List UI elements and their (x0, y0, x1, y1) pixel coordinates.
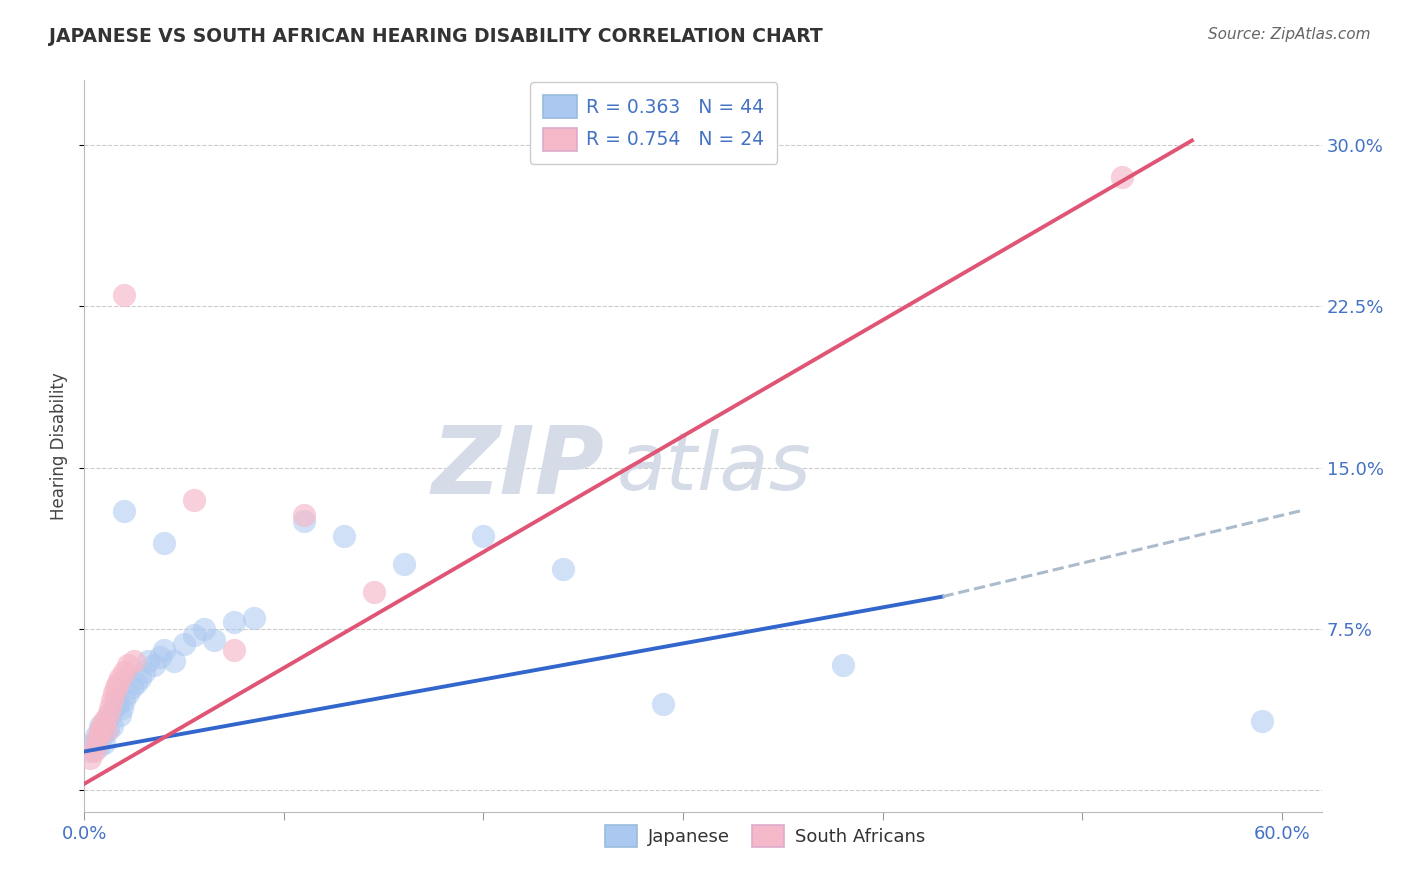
Point (96, 714, 118, 729)
Point (149, 649, 172, 664)
Point (472, 529, 495, 543)
Point (112, 503, 135, 517)
Point (163, 654, 186, 668)
Point (107, 675, 129, 690)
Point (112, 665, 135, 679)
Text: Source: ZipAtlas.com: Source: ZipAtlas.com (1208, 27, 1371, 42)
Point (111, 701, 134, 715)
Point (112, 288, 135, 302)
Point (173, 637, 195, 651)
Point (193, 622, 215, 636)
Point (153, 643, 176, 657)
Point (143, 658, 166, 673)
Text: atlas: atlas (616, 429, 811, 507)
Point (363, 585, 385, 599)
Point (97, 707, 120, 722)
Point (831, 658, 853, 673)
Point (121, 680, 143, 694)
Point (91, 730, 114, 744)
Point (103, 686, 125, 700)
Point (97, 723, 120, 737)
Point (87, 730, 110, 744)
Point (96, 723, 118, 737)
Point (79, 744, 101, 758)
Point (87, 740, 110, 755)
Point (83, 744, 105, 758)
Point (129, 671, 152, 685)
Point (292, 514, 315, 528)
Point (183, 492, 205, 507)
Point (101, 693, 124, 707)
Point (134, 665, 156, 679)
Point (243, 611, 266, 625)
Point (107, 697, 129, 711)
Point (222, 615, 245, 630)
Point (183, 628, 205, 642)
Point (93, 723, 115, 737)
Point (117, 686, 139, 700)
Point (91, 719, 114, 733)
Point (112, 693, 135, 707)
Point (652, 697, 675, 711)
Point (89, 723, 111, 737)
Point (392, 558, 415, 572)
Point (105, 693, 128, 707)
Point (1111, 170, 1133, 185)
Point (93, 714, 115, 729)
Y-axis label: Hearing Disability: Hearing Disability (51, 372, 69, 520)
Text: ZIP: ZIP (432, 422, 605, 514)
Point (98, 701, 121, 715)
Point (103, 701, 125, 715)
Point (89, 719, 111, 733)
Legend: Japanese, South Africans: Japanese, South Africans (598, 817, 932, 854)
Point (110, 707, 132, 722)
Point (117, 658, 139, 673)
Point (79, 751, 101, 765)
Point (86, 730, 108, 744)
Point (222, 643, 245, 657)
Point (110, 671, 132, 685)
Text: JAPANESE VS SOUTH AFRICAN HEARING DISABILITY CORRELATION CHART: JAPANESE VS SOUTH AFRICAN HEARING DISABI… (49, 27, 823, 45)
Point (136, 654, 159, 668)
Point (553, 561, 575, 575)
Point (101, 719, 124, 733)
Point (153, 536, 176, 550)
Point (93, 736, 115, 750)
Point (202, 632, 225, 647)
Point (292, 508, 315, 522)
Point (98, 707, 121, 722)
Point (83, 736, 105, 750)
Point (86, 736, 108, 750)
Point (125, 675, 148, 690)
Point (105, 680, 128, 694)
Point (333, 529, 356, 543)
Point (1250, 714, 1272, 729)
Point (122, 654, 145, 668)
